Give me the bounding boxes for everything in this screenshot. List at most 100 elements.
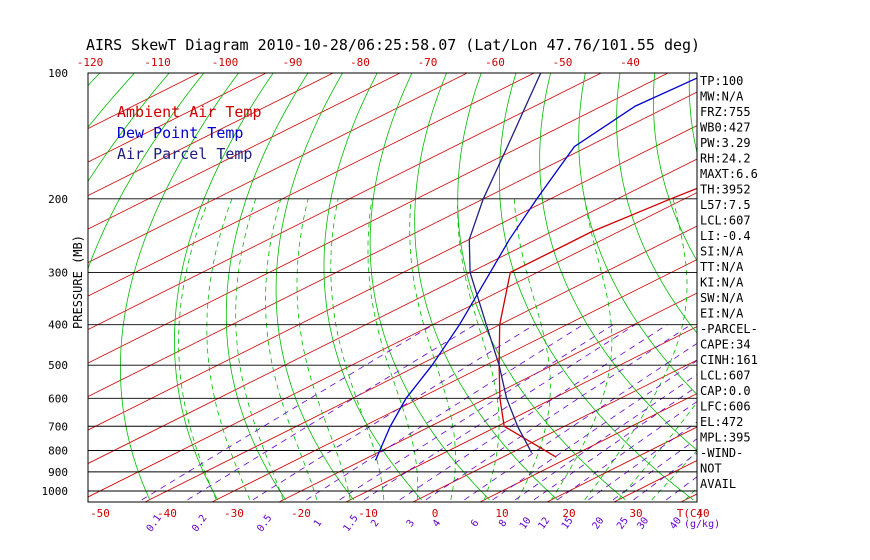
stat-line: -PARCEL- — [700, 322, 758, 336]
stat-line: MW:N/A — [700, 90, 744, 104]
stat-line: CAPE:34 — [700, 338, 751, 352]
stat-line: FRZ:755 — [700, 105, 751, 119]
isotherm-line — [88, 192, 697, 498]
isotherm-line — [88, 73, 401, 230]
stat-line: TT:N/A — [700, 260, 744, 274]
isotherm-line — [88, 73, 669, 364]
bottom-temp-tick-label: 0 — [432, 507, 439, 520]
dry-adiabat-line — [88, 73, 205, 270]
stat-line: LCL:607 — [700, 214, 751, 228]
pressure-tick-label: 200 — [48, 193, 68, 206]
stat-line: RH:24.2 — [700, 152, 751, 166]
dry-adiabat-line — [758, 64, 870, 500]
bottom-temp-tick-label: -50 — [90, 507, 110, 520]
top-temp-tick-label: -120 — [77, 56, 104, 69]
bottom-temp-tick-label: 40 — [696, 507, 709, 520]
bottom-temp-tick-label: 20 — [562, 507, 575, 520]
isotherm-line — [546, 426, 697, 502]
legend-entry: Ambient Air Temp — [117, 103, 262, 121]
dry-adiabat-line — [499, 73, 694, 501]
plot-frame — [87, 72, 698, 503]
isotherm-line — [88, 91, 697, 397]
mixing-ratio-line — [464, 342, 697, 501]
dry-adiabat-line — [275, 73, 355, 501]
mixing-ratio-line — [425, 324, 692, 501]
dry-adiabat-line — [120, 73, 240, 501]
dry-adiabat-line — [174, 73, 274, 501]
stat-line: LI:-0.4 — [700, 229, 751, 243]
moist-adiabat-line — [651, 450, 697, 501]
mixing-ratio-line — [339, 324, 614, 501]
isotherm-line — [144, 225, 697, 502]
isotherm-line — [88, 73, 468, 263]
stat-line: LCL:607 — [700, 369, 751, 383]
dry-adiabat-line — [616, 73, 697, 334]
moist-adiabat-line — [330, 198, 385, 500]
stat-line: SW:N/A — [700, 291, 744, 305]
legend-entry: Air Parcel Temp — [117, 145, 252, 163]
stat-line: CAP:0.0 — [700, 384, 751, 398]
mixing-ratio-label: 0.5 — [255, 513, 274, 534]
dry-adiabat-line — [369, 73, 490, 501]
mixing-ratio-line — [612, 438, 697, 501]
isotherm-line — [88, 73, 602, 330]
dew-point-temp-curve — [374, 77, 697, 461]
mixing-ratio-line — [252, 324, 535, 501]
top-temp-tick-label: -70 — [418, 56, 438, 69]
isotherm-line — [88, 158, 697, 464]
dry-adiabat-line — [792, 64, 870, 500]
mixing-ratio-label: 0.2 — [190, 513, 209, 534]
dry-adiabat-line — [323, 73, 422, 501]
stat-line: TH:3952 — [700, 183, 751, 197]
pressure-tick-label: 900 — [48, 466, 68, 479]
isotherm-line — [88, 125, 697, 431]
moist-adiabat-line — [178, 198, 217, 501]
bottom-temp-tick-label: -30 — [224, 507, 244, 520]
mixing-ratio-line — [633, 452, 697, 501]
isotherm-line — [278, 292, 697, 502]
mixing-ratio-line — [141, 324, 434, 501]
moist-adiabat-line — [409, 198, 456, 500]
dry-adiabat-line — [861, 64, 870, 500]
bottom-temp-tick-label: 10 — [495, 507, 508, 520]
stat-line: LFC:606 — [700, 400, 751, 414]
pressure-tick-label: 300 — [48, 266, 68, 279]
mixing-ratio-label: 12 — [536, 515, 552, 531]
chart-title: AIRS SkewT Diagram 2010-10-28/06:25:58.0… — [86, 36, 701, 54]
dry-adiabat-line — [539, 73, 697, 451]
mixing-ratio-label: 3 — [405, 518, 417, 529]
top-temp-tick-label: -110 — [144, 56, 171, 69]
stat-line: TP:100 — [700, 74, 743, 88]
bottom-temp-tick-label: 30 — [629, 507, 642, 520]
mixing-ratio-label: 4 — [431, 518, 443, 529]
stat-line: EI:N/A — [700, 307, 744, 321]
mixing-ratio-line — [399, 324, 668, 501]
pressure-tick-label: 400 — [48, 319, 68, 332]
mixing-ratio-label: 6 — [469, 518, 481, 529]
pressure-tick-label: 500 — [48, 359, 68, 372]
stat-line: CINH:161 — [700, 353, 758, 367]
air-parcel-temp-curve — [468, 73, 542, 454]
isotherm-line — [802, 54, 870, 508]
dry-adiabat-line — [414, 73, 558, 501]
isotherm-line — [479, 393, 697, 502]
moist-adiabat-line — [550, 198, 613, 501]
moist-adiabat-line — [296, 198, 351, 500]
bottom-temp-tick-label: -40 — [157, 507, 177, 520]
stat-line: MAXT:6.6 — [700, 167, 758, 181]
isotherm-line — [88, 73, 267, 163]
stat-line: PW:3.29 — [700, 136, 751, 150]
mixing-ratio-label: 8 — [497, 518, 509, 529]
moist-adiabat-line — [206, 198, 251, 501]
mixing-ratio-line — [557, 401, 697, 501]
top-temp-tick-label: -100 — [212, 56, 239, 69]
moist-adiabat-line — [457, 198, 500, 501]
stat-line: MPL:395 — [700, 431, 751, 445]
y-axis-label: PRESSURE (MB) — [71, 235, 85, 329]
mixing-ratio-line — [492, 360, 697, 501]
pressure-tick-label: 700 — [48, 420, 68, 433]
moist-adiabat-line — [367, 198, 419, 500]
moist-adiabat-line — [584, 198, 688, 501]
legend-entry: Dew Point Temp — [117, 124, 243, 142]
moist-adiabat-line — [513, 198, 551, 501]
